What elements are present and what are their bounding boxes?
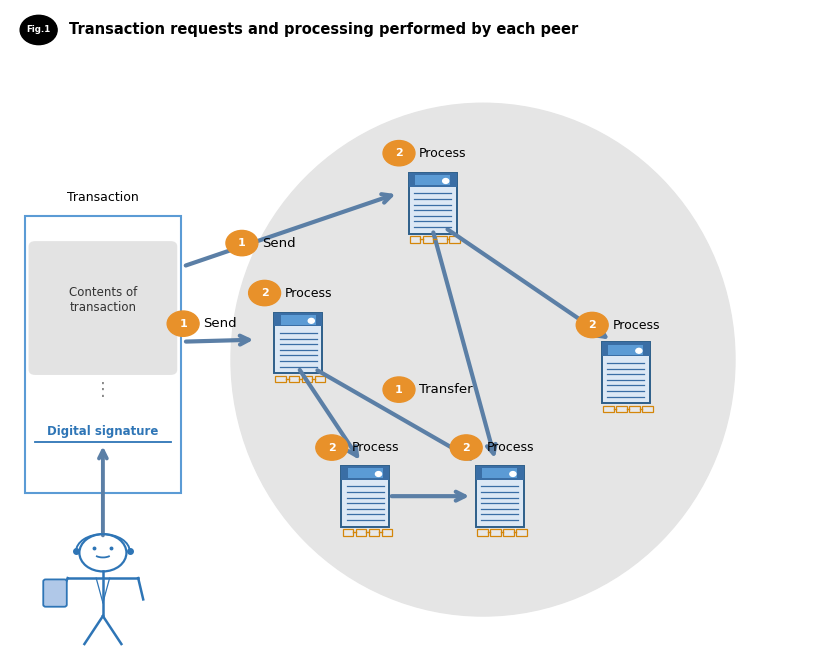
Circle shape: [249, 280, 281, 306]
Circle shape: [226, 230, 258, 256]
Circle shape: [79, 534, 126, 571]
FancyBboxPatch shape: [274, 312, 323, 326]
Text: 2: 2: [462, 442, 470, 453]
FancyBboxPatch shape: [491, 529, 501, 535]
Circle shape: [450, 435, 482, 460]
FancyBboxPatch shape: [608, 345, 643, 355]
FancyBboxPatch shape: [410, 236, 420, 242]
Circle shape: [510, 472, 516, 476]
Text: 1: 1: [238, 238, 246, 248]
FancyBboxPatch shape: [449, 236, 459, 242]
FancyBboxPatch shape: [643, 406, 653, 412]
Text: Process: Process: [285, 286, 333, 300]
FancyBboxPatch shape: [408, 172, 457, 234]
FancyBboxPatch shape: [341, 466, 390, 480]
FancyBboxPatch shape: [503, 529, 514, 535]
FancyBboxPatch shape: [629, 406, 640, 412]
Text: Send: Send: [262, 236, 296, 250]
FancyBboxPatch shape: [29, 241, 177, 375]
FancyBboxPatch shape: [415, 175, 450, 185]
FancyBboxPatch shape: [603, 406, 613, 412]
Text: Process: Process: [419, 147, 467, 160]
Text: Process: Process: [352, 441, 400, 454]
Text: 1: 1: [179, 318, 187, 329]
FancyBboxPatch shape: [343, 529, 353, 535]
Circle shape: [576, 312, 608, 338]
FancyBboxPatch shape: [289, 376, 299, 382]
FancyBboxPatch shape: [276, 376, 286, 382]
Circle shape: [316, 435, 348, 460]
Text: 2: 2: [395, 148, 403, 159]
FancyBboxPatch shape: [475, 466, 524, 527]
Text: Fig.1: Fig.1: [27, 25, 50, 35]
FancyBboxPatch shape: [348, 468, 383, 478]
FancyBboxPatch shape: [356, 529, 366, 535]
FancyBboxPatch shape: [423, 236, 433, 242]
Text: Transaction requests and processing performed by each peer: Transaction requests and processing perf…: [69, 23, 578, 37]
FancyBboxPatch shape: [482, 468, 517, 478]
FancyBboxPatch shape: [341, 466, 390, 527]
FancyBboxPatch shape: [436, 236, 447, 242]
Text: 2: 2: [260, 288, 269, 298]
Circle shape: [20, 15, 57, 45]
FancyBboxPatch shape: [274, 312, 323, 374]
FancyBboxPatch shape: [315, 376, 325, 382]
Circle shape: [308, 318, 314, 323]
Text: Send: Send: [203, 317, 237, 330]
Text: Process: Process: [612, 318, 660, 332]
FancyBboxPatch shape: [617, 406, 627, 412]
Circle shape: [383, 377, 415, 402]
Text: 2: 2: [588, 320, 596, 330]
Text: 2: 2: [328, 442, 336, 453]
Ellipse shape: [231, 103, 735, 616]
FancyBboxPatch shape: [25, 216, 181, 493]
FancyBboxPatch shape: [43, 579, 66, 607]
FancyBboxPatch shape: [302, 376, 312, 382]
FancyBboxPatch shape: [477, 529, 487, 535]
Circle shape: [443, 178, 449, 183]
Text: Process: Process: [486, 441, 534, 454]
FancyBboxPatch shape: [408, 172, 457, 186]
Circle shape: [375, 472, 381, 476]
FancyBboxPatch shape: [601, 342, 650, 404]
Circle shape: [636, 348, 642, 353]
Circle shape: [383, 141, 415, 166]
Text: Contents of
transaction: Contents of transaction: [69, 286, 137, 314]
FancyBboxPatch shape: [601, 342, 650, 356]
Text: 1: 1: [395, 384, 403, 395]
FancyBboxPatch shape: [281, 315, 316, 325]
Text: Transfer: Transfer: [419, 383, 473, 396]
FancyBboxPatch shape: [475, 466, 524, 480]
Text: Digital signature: Digital signature: [47, 425, 159, 438]
Text: Transaction: Transaction: [67, 191, 139, 204]
Text: ⋮: ⋮: [94, 380, 112, 399]
FancyBboxPatch shape: [369, 529, 380, 535]
FancyBboxPatch shape: [382, 529, 392, 535]
Circle shape: [167, 311, 199, 336]
FancyBboxPatch shape: [517, 529, 527, 535]
